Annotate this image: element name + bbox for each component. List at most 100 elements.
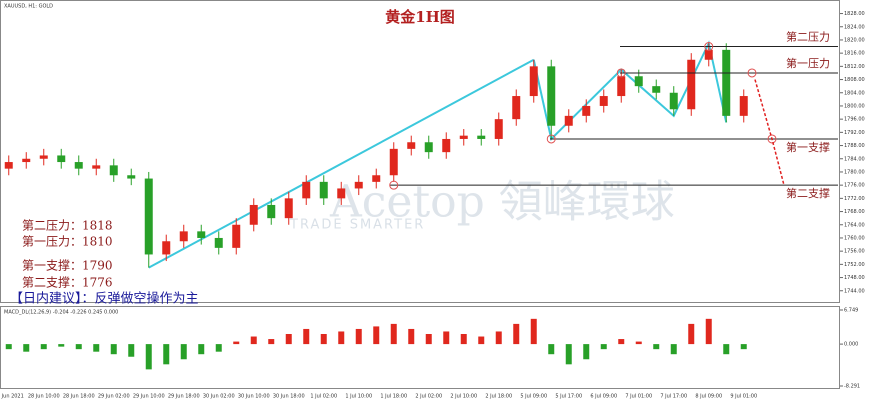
candle-body (477, 135, 486, 139)
macd-bar (58, 344, 65, 347)
candle-body (22, 158, 31, 163)
macd-bar (670, 344, 677, 355)
x-tick-label: 8 Jul 09:00 (695, 394, 722, 400)
x-tick-label: 30 Jun 02:00 (203, 394, 235, 400)
macd-bar (513, 323, 520, 345)
candle-body (337, 188, 346, 199)
macd-bar (198, 344, 205, 355)
note: 第一压力：1810 (22, 235, 113, 249)
candle-body (179, 231, 188, 242)
y-tick-label: 1768.00 (844, 209, 865, 215)
candle-body (634, 76, 643, 87)
trend-zigzag (532, 40, 728, 141)
x-tick-label: 1 Jul 10:00 (345, 394, 372, 400)
x-tick-label: 1 Jul 18:00 (380, 394, 407, 400)
x-tick-label: 5 Jul 09:00 (520, 394, 547, 400)
x-tick-label: 7 Jul 01:00 (625, 394, 652, 400)
candle-body (74, 162, 83, 169)
macd-bar (688, 323, 695, 345)
candle-body (704, 49, 713, 60)
candle-body (92, 165, 101, 169)
macd-bar (128, 344, 135, 357)
pivot-marker (704, 42, 714, 52)
x-tick-label: 29 Jun 10:00 (133, 394, 165, 400)
macd-bar (145, 344, 152, 370)
level-label: 第一压力 (786, 56, 830, 70)
macd-bar (40, 344, 47, 350)
candle-body (214, 237, 223, 248)
macd-bar (250, 336, 257, 345)
macd-bar (110, 344, 117, 355)
candle-body (249, 204, 258, 225)
macd-panel (0, 306, 840, 389)
macd-bar (443, 331, 450, 345)
candle-body (442, 138, 451, 153)
y-tick-label: 1808.00 (844, 77, 865, 83)
y-tick-label: 1812.00 (844, 64, 865, 70)
y-tick-label: 1780.00 (844, 169, 865, 175)
macd-bar (565, 344, 572, 365)
y-tick-label: 1764.00 (844, 222, 865, 228)
candle-body (512, 96, 521, 120)
macd-bar (635, 341, 642, 345)
candle-body (617, 76, 626, 97)
macd-bar (233, 341, 240, 345)
x-tick-label: 2 Jul 18:00 (485, 394, 512, 400)
candle-body (424, 142, 433, 153)
macd-bar (705, 318, 712, 345)
pivot-marker (767, 134, 777, 144)
x-tick-label: 2 Jul 02:00 (415, 394, 442, 400)
candle-body (109, 165, 118, 176)
x-tick-label: 9 Jul 01:00 (730, 394, 757, 400)
macd-bar (548, 344, 555, 355)
pivot-marker (546, 134, 556, 144)
macd-bar (163, 344, 170, 365)
macd-bar (285, 333, 292, 345)
macd-bar (93, 344, 100, 352)
x-tick-label: 25 Jun 2021 (0, 394, 24, 400)
x-tick-label: 29 Jun 18:00 (168, 394, 200, 400)
macd-bar (355, 328, 362, 345)
macd-bar (180, 344, 187, 360)
x-tick-label: 7 Jul 17:00 (660, 394, 687, 400)
candle-body (669, 92, 678, 110)
candle-body (232, 224, 241, 248)
level-label: 第二支撑 (786, 186, 830, 200)
x-tick-label: 30 Jun 10:00 (238, 394, 270, 400)
y-tick-label: 1828.00 (844, 11, 865, 17)
x-tick-label: 6 Jul 09:00 (590, 394, 617, 400)
y-tick-label: 1796.00 (844, 117, 865, 123)
candle-body (354, 181, 363, 189)
macd-title: MACD_DL(12,26,9) -0.204 -0.226 0.245 0.0… (4, 310, 118, 316)
candle-body (162, 241, 171, 255)
candle-body (547, 66, 556, 126)
symbol-label: XAUUSD, H1: GOLD (4, 4, 53, 10)
y-tick-label: 1748.00 (844, 275, 865, 281)
candle-body (144, 178, 153, 255)
candle-body (389, 148, 398, 176)
level-label: 第二压力 (786, 30, 830, 44)
trend-line (148, 58, 535, 269)
macd-bar (23, 344, 30, 352)
candle-body (4, 162, 13, 169)
macd-bar (583, 344, 590, 360)
macd-bar (618, 339, 625, 345)
candle-body (459, 135, 468, 139)
y-tick-label: 1776.00 (844, 183, 865, 189)
note: 第二支撑：1776 (22, 275, 113, 290)
macd-bar (303, 328, 310, 345)
macd-bar (600, 344, 607, 350)
macd-bar (653, 344, 660, 350)
candle-body (267, 204, 276, 219)
y-tick-label: 1784.00 (844, 156, 865, 162)
candle-body (687, 59, 696, 110)
x-tick-label: 2 Jul 10:00 (450, 394, 477, 400)
candle-body (739, 96, 748, 116)
pivot-marker (389, 180, 399, 190)
x-tick-label: 28 Jun 10:00 (28, 394, 60, 400)
y-tick-label: 1824.00 (844, 24, 865, 30)
y-tick-label: 1788.00 (844, 143, 865, 149)
macd-bar (338, 331, 345, 345)
macd-y-tick-label: 0.000 (844, 342, 858, 348)
